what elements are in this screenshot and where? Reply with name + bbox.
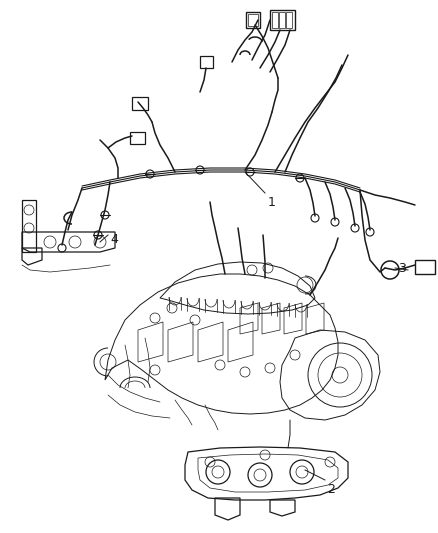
Text: 3: 3: [397, 262, 405, 274]
Text: 2: 2: [326, 483, 334, 496]
Text: 4: 4: [110, 233, 118, 246]
Text: 1: 1: [267, 196, 275, 209]
